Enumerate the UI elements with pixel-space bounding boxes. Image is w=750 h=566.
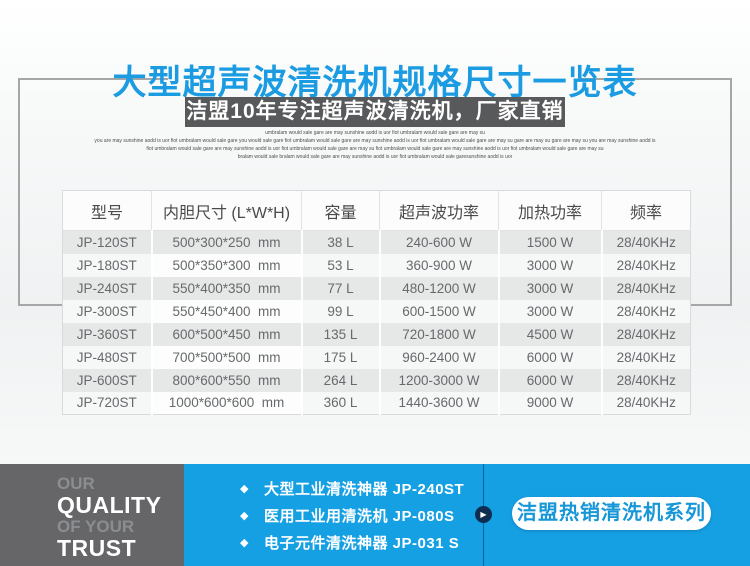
- table-cell: 360-900 W: [379, 253, 500, 277]
- table-cell: JP-720ST: [62, 391, 153, 415]
- fine-print-line: fiot umbralam would sale gare are may su…: [146, 146, 604, 152]
- table-cell: JP-240ST: [62, 276, 153, 300]
- table-cell: 3000 W: [498, 299, 603, 323]
- table-row: JP-300ST 550*450*400 mm 99 L 600-1500 W 3000…: [62, 299, 691, 323]
- frame-top-right-line: [578, 78, 732, 80]
- table-cell: 1500 W: [498, 230, 603, 254]
- table-row: JP-600ST 800*600*550 mm 264 L 1200-3000 W 60…: [62, 368, 691, 392]
- fine-print-line: bralam would sale bralam would sale gare…: [237, 154, 513, 160]
- table-cell: 28/40KHz: [601, 322, 691, 346]
- table-cell: JP-360ST: [62, 322, 153, 346]
- play-icon[interactable]: ▶: [475, 506, 492, 523]
- slogan-line-of-your: OF YOUR: [57, 517, 135, 536]
- product-list: ◆ 大型工业清洗神器 JP-240ST ◆ 医用工业用清洗机 JP-080S ◆ 电子元件…: [240, 475, 464, 556]
- product-item[interactable]: ◆ 大型工业清洗神器 JP-240ST: [240, 475, 464, 502]
- table-cell: 28/40KHz: [601, 391, 691, 415]
- table-cell: 77 L: [301, 276, 381, 300]
- frame-left-line: [18, 78, 20, 306]
- table-row: JP-360ST 600*500*450 mm 135 L 720-1800 W 450…: [62, 322, 691, 346]
- table-body: JP-120ST 500*300*250 mm 38 L 240-600 W 1500 …: [62, 230, 691, 415]
- product-item[interactable]: ◆ 医用工业用清洗机 JP-080S: [240, 502, 464, 529]
- fine-print-line: umbralam would sale gare are may sunshin…: [265, 130, 485, 136]
- table-cell: 700*500*500 mm: [151, 345, 303, 369]
- table-cell: 175 L: [301, 345, 381, 369]
- table-cell: 28/40KHz: [601, 299, 691, 323]
- table-cell: 600*500*450 mm: [151, 322, 303, 346]
- table-header-row: 型号 内胆尺寸 (L*W*H) 容量 超声波功率 加热功率 频率: [62, 190, 691, 231]
- frame-bottom-right-line: [686, 304, 732, 306]
- table-cell: 28/40KHz: [601, 345, 691, 369]
- table-cell: 1000*600*600 mm: [151, 391, 303, 415]
- table-cell: 500*350*300 mm: [151, 253, 303, 277]
- table-cell: JP-480ST: [62, 345, 153, 369]
- product-label: 医用工业用清洗机 JP-080S: [264, 508, 455, 525]
- column-header: 内胆尺寸 (L*W*H): [151, 190, 302, 231]
- fine-print-line: you are may sunshine aodd is uor fiot um…: [94, 138, 656, 144]
- spec-table: 型号 内胆尺寸 (L*W*H) 容量 超声波功率 加热功率 频率 JP-120ST 500*…: [62, 190, 691, 415]
- table-cell: 240-600 W: [379, 230, 500, 254]
- slogan-line-quality: QUALITY: [57, 492, 162, 518]
- table-cell: 99 L: [301, 299, 381, 323]
- diamond-bullet-icon: ◆: [240, 510, 249, 522]
- table-cell: 480-1200 W: [379, 276, 500, 300]
- footer-bar: OUR QUALITY OF YOUR TRUST ◆ 大型工业清洗神器 JP-2…: [0, 464, 750, 566]
- table-cell: JP-120ST: [62, 230, 153, 254]
- page-title: 大型超声波清洗机规格尺寸一览表: [112, 64, 638, 102]
- diamond-bullet-icon: ◆: [240, 483, 249, 495]
- table-cell: JP-180ST: [62, 253, 153, 277]
- table-cell: 3000 W: [498, 276, 603, 300]
- table-cell: 600-1500 W: [379, 299, 500, 323]
- table-cell: 960-2400 W: [379, 345, 500, 369]
- frame-right-line: [730, 78, 732, 306]
- column-header: 频率: [601, 190, 691, 231]
- hot-series-button[interactable]: 洁盟热销清洗机系列: [512, 497, 711, 530]
- column-header: 加热功率: [498, 190, 602, 231]
- column-header: 容量: [301, 190, 380, 231]
- table-row: JP-240ST 550*400*350 mm 77 L 480-1200 W 3000…: [62, 276, 691, 300]
- table-cell: 1200-3000 W: [379, 368, 500, 392]
- table-cell: 28/40KHz: [601, 253, 691, 277]
- table-cell: 500*300*250 mm: [151, 230, 303, 254]
- product-item[interactable]: ◆ 电子元件清洗神器 JP-031 S: [240, 529, 464, 556]
- column-header: 型号: [62, 190, 152, 231]
- banner-slogan: 洁盟10年专注超声波清洗机，厂家直销: [185, 97, 565, 127]
- table-cell: 4500 W: [498, 322, 603, 346]
- table-cell: 800*600*550 mm: [151, 368, 303, 392]
- table-cell: 9000 W: [498, 391, 603, 415]
- table-cell: JP-600ST: [62, 368, 153, 392]
- table-cell: 264 L: [301, 368, 381, 392]
- table-cell: 6000 W: [498, 345, 603, 369]
- slogan-line-our: OUR: [57, 474, 95, 493]
- column-header: 超声波功率: [379, 190, 499, 231]
- frame-bottom-left-line: [18, 304, 66, 306]
- table-cell: 1440-3600 W: [379, 391, 500, 415]
- table-cell: 360 L: [301, 391, 381, 415]
- table-row: JP-120ST 500*300*250 mm 38 L 240-600 W 1500 …: [62, 230, 691, 254]
- table-cell: 28/40KHz: [601, 276, 691, 300]
- table-cell: 38 L: [301, 230, 381, 254]
- slogan-line-trust: TRUST: [57, 535, 137, 561]
- product-label: 大型工业清洗神器 JP-240ST: [264, 481, 465, 498]
- product-label: 电子元件清洗神器 JP-031 S: [264, 535, 460, 552]
- table-cell: 3000 W: [498, 253, 603, 277]
- trust-slogan-block: OUR QUALITY OF YOUR TRUST: [0, 464, 184, 566]
- frame-top-left-line: [18, 78, 168, 80]
- table-row: JP-480ST 700*500*500 mm 175 L 960-2400 W 600…: [62, 345, 691, 369]
- table-cell: 720-1800 W: [379, 322, 500, 346]
- table-cell: 53 L: [301, 253, 381, 277]
- table-cell: 135 L: [301, 322, 381, 346]
- table-row: JP-180ST 500*350*300 mm 53 L 360-900 W 3000 …: [62, 253, 691, 277]
- table-cell: 550*450*400 mm: [151, 299, 303, 323]
- fine-print-text: umbralam would sale gare are may sunshin…: [0, 129, 750, 161]
- table-cell: 550*400*350 mm: [151, 276, 303, 300]
- diamond-bullet-icon: ◆: [240, 537, 249, 549]
- table-cell: 28/40KHz: [601, 230, 691, 254]
- table-cell: 6000 W: [498, 368, 603, 392]
- table-cell: JP-300ST: [62, 299, 153, 323]
- table-cell: 28/40KHz: [601, 368, 691, 392]
